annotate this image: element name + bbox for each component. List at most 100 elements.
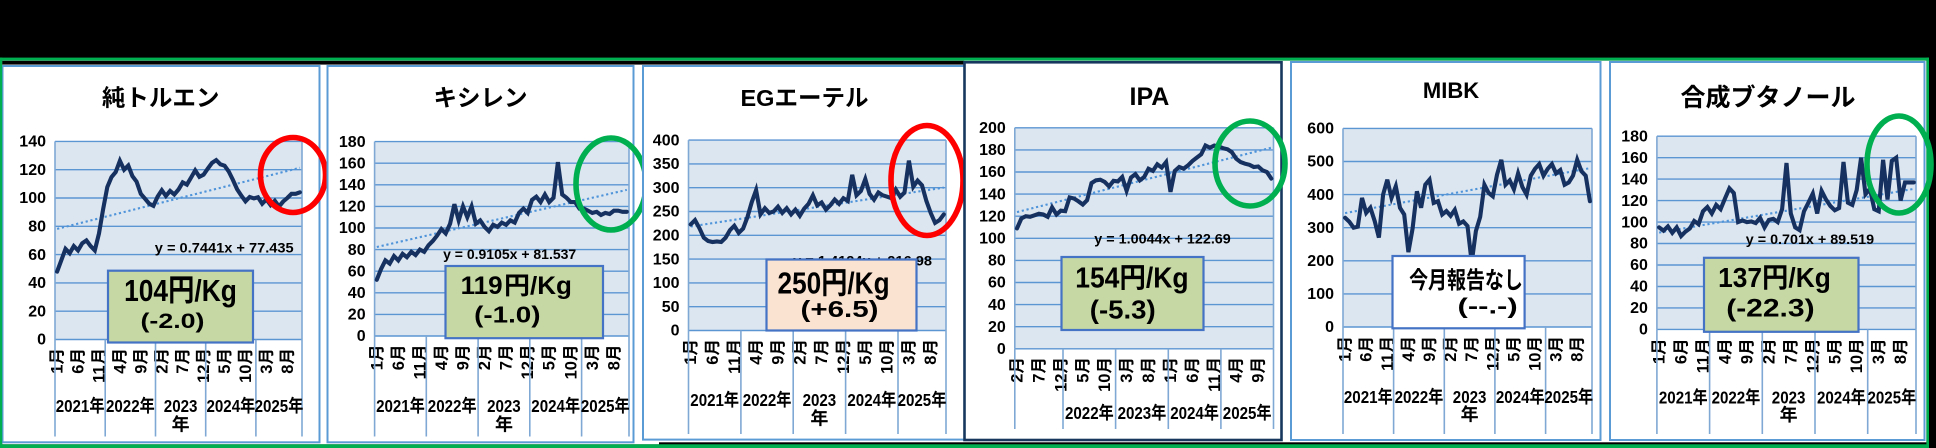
svg-text:6: 6 xyxy=(70,365,88,374)
svg-text:5: 5 xyxy=(857,356,875,365)
svg-text:2023: 2023 xyxy=(1772,387,1806,408)
svg-text:6: 6 xyxy=(1358,353,1376,362)
svg-text:2023: 2023 xyxy=(1453,387,1487,408)
svg-text:10: 10 xyxy=(562,361,580,379)
svg-text:80: 80 xyxy=(988,253,1006,270)
svg-text:5: 5 xyxy=(1826,355,1844,364)
svg-text:100: 100 xyxy=(653,275,680,292)
svg-text:(-2.0): (-2.0) xyxy=(141,309,205,333)
svg-text:y = 0.9105x + 81.537: y = 0.9105x + 81.537 xyxy=(443,246,576,262)
svg-text:8: 8 xyxy=(1140,374,1158,383)
svg-text:12: 12 xyxy=(1804,355,1822,373)
svg-text:7: 7 xyxy=(1782,355,1800,364)
svg-text:10: 10 xyxy=(1096,374,1114,392)
svg-text:154: 154 xyxy=(1075,262,1120,294)
svg-text:40: 40 xyxy=(348,285,366,302)
svg-text:2024: 2024 xyxy=(1170,403,1204,424)
svg-text:7: 7 xyxy=(813,356,831,365)
svg-text:0: 0 xyxy=(357,328,366,345)
svg-text:2022: 2022 xyxy=(106,396,140,417)
svg-text:IPA: IPA xyxy=(1130,83,1170,111)
svg-text:9: 9 xyxy=(770,356,788,365)
svg-text:40: 40 xyxy=(988,297,1006,314)
svg-text:10: 10 xyxy=(1848,355,1866,373)
svg-text:7: 7 xyxy=(174,365,192,374)
svg-text:11: 11 xyxy=(91,365,109,382)
svg-text:5: 5 xyxy=(1074,374,1092,383)
svg-text:12: 12 xyxy=(195,365,213,383)
svg-text:120: 120 xyxy=(1621,193,1648,210)
svg-text:6: 6 xyxy=(1184,374,1202,383)
svg-text:8: 8 xyxy=(279,365,297,374)
svg-text:8: 8 xyxy=(1892,355,1910,364)
svg-text:/Kg: /Kg xyxy=(1788,261,1830,293)
svg-text:y = 0.701x + 89.519: y = 0.701x + 89.519 xyxy=(1746,232,1874,248)
svg-text:8: 8 xyxy=(605,361,623,370)
svg-text:20: 20 xyxy=(988,319,1006,336)
svg-text:11: 11 xyxy=(726,356,744,373)
svg-text:119: 119 xyxy=(461,273,503,300)
svg-text:0: 0 xyxy=(1639,322,1648,339)
svg-text:60: 60 xyxy=(1630,257,1648,274)
svg-text:140: 140 xyxy=(19,134,46,151)
svg-text:1: 1 xyxy=(1162,374,1180,383)
svg-text:400: 400 xyxy=(1307,187,1334,204)
svg-text:9: 9 xyxy=(1421,353,1439,362)
svg-text:104: 104 xyxy=(124,274,168,308)
svg-text:6: 6 xyxy=(1673,355,1691,364)
svg-text:180: 180 xyxy=(979,142,1006,159)
svg-text:4: 4 xyxy=(748,355,766,365)
svg-text:2022: 2022 xyxy=(428,396,462,417)
svg-text:80: 80 xyxy=(348,242,366,259)
svg-text:2: 2 xyxy=(153,365,171,374)
svg-text:200: 200 xyxy=(653,228,680,245)
svg-text:100: 100 xyxy=(339,220,366,237)
svg-text:2021: 2021 xyxy=(376,396,410,417)
svg-text:2021: 2021 xyxy=(690,390,724,411)
svg-text:2022: 2022 xyxy=(1065,403,1099,424)
svg-text:2025: 2025 xyxy=(1544,387,1578,408)
svg-text:20: 20 xyxy=(28,303,46,320)
svg-text:0: 0 xyxy=(671,323,680,340)
svg-text:(-1.0): (-1.0) xyxy=(474,303,540,329)
svg-text:7: 7 xyxy=(498,361,516,370)
svg-text:EG: EG xyxy=(741,85,775,111)
svg-text:100: 100 xyxy=(19,190,46,207)
svg-text:2023: 2023 xyxy=(1118,403,1152,424)
svg-text:3: 3 xyxy=(1118,374,1136,383)
svg-text:/Kg: /Kg xyxy=(1146,262,1189,294)
svg-text:100: 100 xyxy=(1621,214,1648,231)
svg-text:2024: 2024 xyxy=(207,396,241,417)
svg-text:3: 3 xyxy=(1870,355,1888,364)
svg-text:1: 1 xyxy=(1337,353,1355,362)
svg-text:0: 0 xyxy=(37,332,46,349)
svg-text:137: 137 xyxy=(1718,261,1762,293)
svg-text:180: 180 xyxy=(339,134,366,151)
svg-text:2024: 2024 xyxy=(1817,387,1851,408)
svg-text:(-22.3): (-22.3) xyxy=(1726,294,1814,322)
svg-text:120: 120 xyxy=(19,162,46,179)
svg-text:2021: 2021 xyxy=(56,396,90,417)
svg-text:120: 120 xyxy=(339,199,366,216)
svg-text:2: 2 xyxy=(1009,374,1027,383)
svg-text:2021: 2021 xyxy=(1659,387,1693,408)
svg-text:MIBK: MIBK xyxy=(1423,78,1479,103)
svg-text:12: 12 xyxy=(1484,353,1502,371)
svg-text:150: 150 xyxy=(653,251,680,268)
svg-text:/Kg: /Kg xyxy=(847,266,889,301)
svg-text:2023: 2023 xyxy=(164,396,198,417)
svg-text:6: 6 xyxy=(704,356,722,365)
svg-text:140: 140 xyxy=(1621,171,1648,188)
svg-text:11: 11 xyxy=(1379,353,1397,370)
svg-text:2: 2 xyxy=(1442,353,1460,362)
svg-text:80: 80 xyxy=(1630,236,1648,253)
svg-text:100: 100 xyxy=(979,231,1006,248)
svg-text:y = 0.7441x + 77.435: y = 0.7441x + 77.435 xyxy=(155,241,294,257)
svg-text:2: 2 xyxy=(1760,355,1778,364)
svg-text:160: 160 xyxy=(1621,150,1648,167)
svg-text:2025: 2025 xyxy=(255,396,289,417)
svg-text:7: 7 xyxy=(1030,374,1048,383)
svg-text:/Kg: /Kg xyxy=(194,274,236,308)
svg-text:11: 11 xyxy=(1695,356,1713,373)
svg-text:2022: 2022 xyxy=(1395,387,1429,408)
